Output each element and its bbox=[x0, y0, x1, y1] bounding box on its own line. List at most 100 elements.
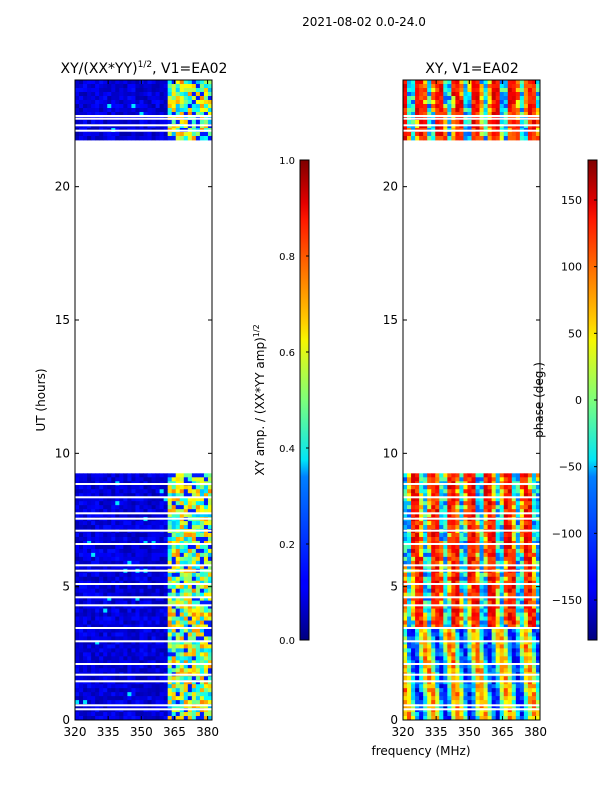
heatmap-cell bbox=[471, 592, 476, 598]
heatmap-cell bbox=[443, 656, 448, 661]
heatmap-cell bbox=[467, 544, 472, 550]
heatmap-cell bbox=[95, 668, 100, 673]
heatmap-cell bbox=[147, 92, 152, 97]
heatmap-cell bbox=[159, 120, 165, 125]
heatmap-cell bbox=[447, 684, 452, 689]
heatmap-cell bbox=[83, 536, 88, 542]
heatmap-cell bbox=[415, 533, 420, 538]
heatmap-cell bbox=[475, 616, 480, 621]
heatmap-cell bbox=[119, 652, 124, 657]
heatmap-cell bbox=[467, 652, 472, 657]
heatmap-cell bbox=[507, 716, 513, 720]
heatmap-cell bbox=[83, 485, 88, 490]
heatmap-cell bbox=[115, 100, 120, 105]
heatmap-cell bbox=[119, 616, 124, 621]
heatmap-cell bbox=[531, 716, 537, 720]
heatmap-cell bbox=[179, 688, 185, 693]
flagged-time-gap bbox=[75, 543, 212, 545]
heatmap-cell bbox=[207, 112, 212, 117]
heatmap-cell bbox=[475, 596, 480, 602]
heatmap-cell bbox=[75, 676, 80, 681]
heatmap-cell bbox=[435, 680, 440, 685]
heatmap-cell bbox=[127, 596, 132, 602]
heatmap-cell bbox=[443, 600, 448, 606]
heatmap-cell bbox=[151, 560, 156, 566]
heatmap-cell bbox=[447, 612, 452, 617]
heatmap-cell bbox=[83, 552, 88, 558]
heatmap-cell bbox=[183, 692, 189, 697]
heatmap-cell bbox=[419, 588, 424, 594]
heatmap-cell bbox=[183, 497, 189, 502]
heatmap-cell bbox=[491, 684, 497, 689]
heatmap-cell bbox=[479, 493, 484, 498]
heatmap-cell bbox=[407, 80, 412, 85]
heatmap-cell bbox=[427, 632, 432, 637]
heatmap-cell bbox=[479, 656, 484, 661]
heatmap-cell bbox=[487, 712, 493, 717]
heatmap-cell bbox=[91, 588, 96, 594]
heatmap-cell bbox=[159, 493, 165, 498]
heatmap-cell bbox=[411, 552, 416, 558]
heatmap-cell bbox=[155, 489, 161, 494]
heatmap-cell bbox=[423, 588, 428, 594]
heatmap-cell bbox=[179, 624, 185, 629]
heatmap-cell bbox=[423, 509, 428, 514]
heatmap-cell bbox=[475, 509, 480, 514]
heatmap-cell bbox=[107, 485, 112, 490]
heatmap-cell bbox=[143, 644, 148, 649]
heatmap-cell bbox=[479, 696, 484, 701]
heatmap-cell bbox=[171, 120, 177, 125]
heatmap-cell bbox=[451, 580, 456, 586]
heatmap-cell bbox=[403, 648, 408, 653]
heatmap-cell bbox=[143, 564, 148, 570]
heatmap-cell bbox=[111, 688, 116, 693]
heatmap-cell bbox=[523, 556, 529, 562]
heatmap-cell bbox=[95, 497, 100, 502]
heatmap-cell bbox=[451, 648, 456, 653]
heatmap-cell bbox=[479, 628, 484, 633]
heatmap-cell bbox=[511, 489, 517, 494]
heatmap-cell bbox=[123, 564, 128, 570]
heatmap-cell bbox=[495, 513, 501, 518]
heatmap-cell bbox=[207, 632, 212, 637]
heatmap-cell bbox=[163, 640, 169, 645]
heatmap-cell bbox=[139, 493, 144, 498]
heatmap-cell bbox=[443, 477, 448, 482]
heatmap-cell bbox=[467, 604, 472, 609]
heatmap-cell bbox=[507, 485, 513, 490]
heatmap-cell bbox=[483, 664, 489, 669]
heatmap-cell bbox=[475, 556, 480, 562]
heatmap-cell bbox=[151, 592, 156, 598]
heatmap-cell bbox=[111, 552, 116, 558]
heatmap-cell bbox=[95, 92, 100, 97]
heatmap-cell bbox=[167, 636, 173, 641]
heatmap-cell bbox=[115, 104, 120, 109]
heatmap-cell bbox=[75, 592, 80, 598]
heatmap-cell bbox=[139, 712, 144, 717]
heatmap-cell bbox=[499, 493, 505, 498]
heatmap-cell bbox=[139, 680, 144, 685]
heatmap-cell bbox=[419, 576, 424, 582]
heatmap-cell bbox=[111, 712, 116, 717]
heatmap-cell bbox=[407, 588, 412, 594]
heatmap-cell bbox=[403, 509, 408, 514]
heatmap-cell bbox=[187, 712, 193, 717]
heatmap-cell bbox=[183, 80, 189, 85]
heatmap-cell bbox=[95, 533, 100, 538]
heatmap-cell bbox=[527, 92, 533, 97]
heatmap-cell bbox=[95, 604, 100, 609]
heatmap-cell bbox=[415, 80, 420, 85]
heatmap-cell bbox=[139, 473, 144, 478]
heatmap-cell bbox=[163, 88, 169, 93]
heatmap-cell bbox=[455, 696, 460, 701]
heatmap-cell bbox=[87, 620, 92, 625]
heatmap-cell bbox=[107, 608, 112, 613]
heatmap-cell bbox=[199, 80, 205, 85]
heatmap-cell bbox=[531, 556, 537, 562]
heatmap-cell bbox=[139, 668, 144, 673]
heatmap-cell bbox=[503, 664, 509, 669]
heatmap-cell bbox=[459, 612, 464, 617]
heatmap-cell bbox=[507, 684, 513, 689]
heatmap-cell bbox=[467, 521, 472, 526]
heatmap-cell bbox=[495, 700, 501, 705]
